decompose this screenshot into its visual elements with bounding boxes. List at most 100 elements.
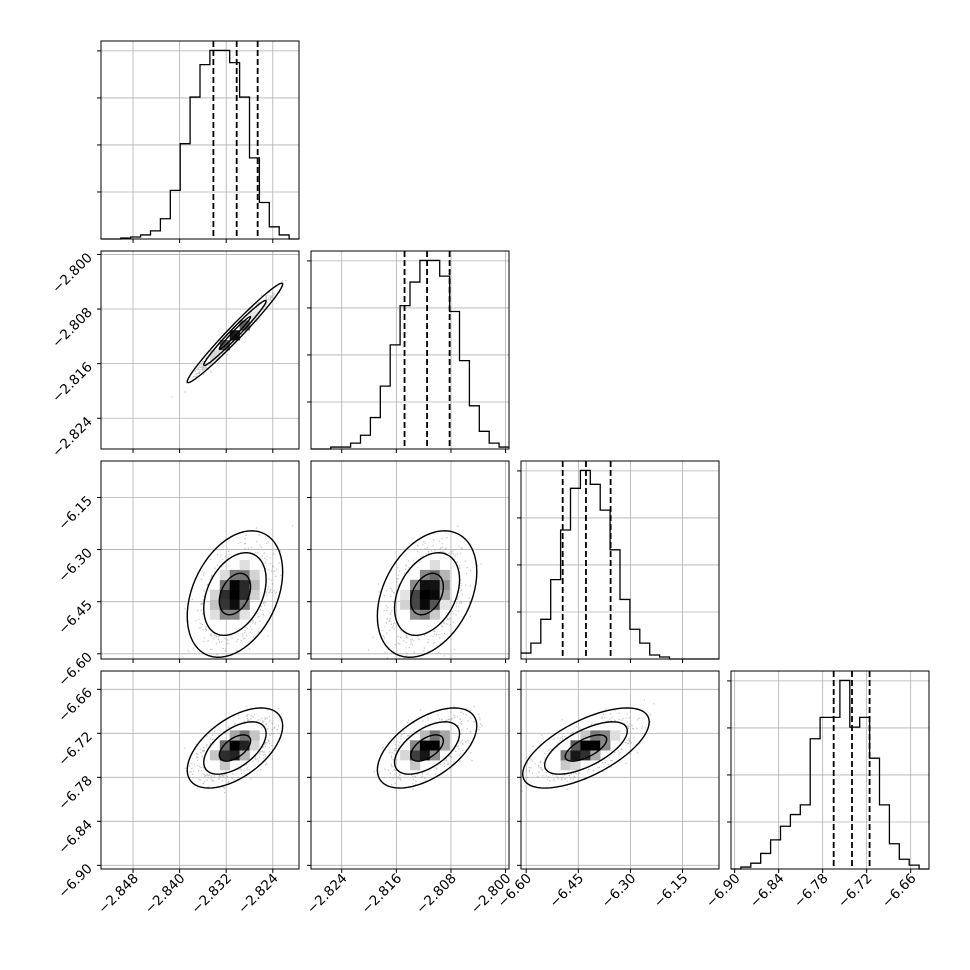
density-cell xyxy=(429,750,440,761)
density-cell xyxy=(229,730,240,741)
x-tick-label: −6.78 xyxy=(791,871,832,912)
density-cell xyxy=(209,750,221,761)
density-cell xyxy=(580,750,591,761)
density-cell xyxy=(239,609,250,620)
histogram-step-1 xyxy=(311,259,509,450)
density-cell xyxy=(439,569,450,581)
density-cell xyxy=(570,760,581,771)
density-cell xyxy=(560,760,571,771)
scatter-panel-2-0 xyxy=(100,460,300,660)
y-tick-label: −6.60 xyxy=(55,649,96,690)
density-cell xyxy=(229,330,240,341)
density-cell xyxy=(429,560,440,571)
histogram-step-0 xyxy=(101,49,299,240)
y-tick-label: −6.78 xyxy=(55,773,96,814)
density-cell xyxy=(429,569,440,581)
density-cell xyxy=(219,750,230,761)
contour-level-2 xyxy=(186,282,284,384)
density-cell xyxy=(600,740,611,751)
contour-level-1 xyxy=(543,721,628,775)
contour-level-2 xyxy=(186,530,284,658)
density-cell xyxy=(419,579,431,590)
density-cell xyxy=(439,579,450,590)
density-cell xyxy=(580,740,591,751)
contour-level-0 xyxy=(218,572,252,616)
contour-level-1 xyxy=(393,721,461,775)
contour-level-1 xyxy=(393,552,461,637)
panel-frame xyxy=(100,460,300,660)
density-cell xyxy=(570,750,581,761)
panel-frame xyxy=(310,460,510,660)
y-tick-label: −6.90 xyxy=(55,861,96,902)
density-cell xyxy=(410,760,421,771)
density-cell xyxy=(229,579,240,590)
density-cell xyxy=(590,740,601,751)
density-cell xyxy=(249,310,260,321)
x-tick-label: −2.824 xyxy=(304,871,351,918)
x-tick-label: −6.84 xyxy=(747,871,788,912)
density-cell xyxy=(209,599,221,610)
contour-level-2 xyxy=(376,530,478,658)
y-tick-label: −6.72 xyxy=(55,729,96,770)
density-cell xyxy=(249,569,260,581)
panel-frame xyxy=(730,670,930,870)
y-tick-label: −6.84 xyxy=(55,817,96,858)
x-tick-label: −2.824 xyxy=(235,871,282,918)
density-cell xyxy=(410,599,421,610)
panel-frame xyxy=(100,40,300,240)
density-cell xyxy=(439,740,450,751)
contour-level-2 xyxy=(186,707,284,789)
x-tick-label: −2.816 xyxy=(359,871,406,918)
density-cell xyxy=(580,730,591,741)
contour-level-0 xyxy=(218,315,252,350)
scatter-points xyxy=(373,705,483,792)
hist-panel-2 xyxy=(517,460,720,660)
x-tick-label: −2.840 xyxy=(142,871,189,918)
contour-level-1 xyxy=(203,552,267,637)
density-cell xyxy=(610,730,621,741)
density-cell xyxy=(590,750,601,761)
contour-level-2 xyxy=(522,707,650,789)
hist-panel-1 xyxy=(307,250,510,450)
x-tick-label: −2.832 xyxy=(188,871,235,918)
density-cell xyxy=(419,730,431,741)
density-cell xyxy=(209,609,221,620)
density-cell xyxy=(429,599,440,610)
density-cell xyxy=(429,579,440,590)
x-tick-label: −6.45 xyxy=(547,871,588,912)
scatter-panel-3-2 xyxy=(520,670,720,870)
density-cell xyxy=(429,589,440,600)
contour-level-0 xyxy=(564,734,608,762)
contour-level-0 xyxy=(410,734,445,762)
x-tick-label: −2.848 xyxy=(95,871,142,918)
density-cell xyxy=(249,730,260,741)
density-cell xyxy=(400,750,411,761)
density-cell xyxy=(419,599,431,610)
density-cell xyxy=(429,609,440,620)
density-cell xyxy=(209,589,221,600)
y-tick-label: −6.30 xyxy=(55,545,96,586)
contour-level-1 xyxy=(203,721,267,775)
density-cell xyxy=(219,609,230,620)
density-cell xyxy=(249,579,260,590)
density-cell xyxy=(229,589,240,600)
density-cell xyxy=(439,730,450,741)
density-cell xyxy=(410,609,421,620)
y-tick-label: −6.45 xyxy=(55,597,96,638)
y-tick-label: −6.66 xyxy=(55,685,96,726)
density-cell xyxy=(239,750,250,761)
x-tick-label: −2.808 xyxy=(413,871,460,918)
density-cell xyxy=(400,589,411,600)
y-tick-label: −2.808 xyxy=(49,305,96,352)
density-cell xyxy=(439,589,450,600)
density-cell xyxy=(570,740,581,751)
density-cell xyxy=(419,740,431,751)
density-cell xyxy=(249,589,260,600)
density-cell xyxy=(219,740,230,751)
density-cell xyxy=(249,740,260,751)
density-cell xyxy=(600,730,611,741)
contour-level-0 xyxy=(218,734,252,762)
density-cell xyxy=(229,750,240,761)
density-cell xyxy=(219,599,230,610)
